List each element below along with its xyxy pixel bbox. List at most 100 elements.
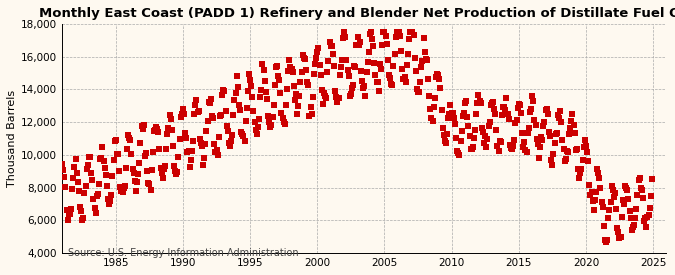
Point <box>558 147 569 152</box>
Point <box>298 56 309 60</box>
Point <box>325 44 336 48</box>
Point <box>155 165 166 170</box>
Point <box>111 151 122 156</box>
Point <box>279 122 290 126</box>
Point <box>221 124 232 128</box>
Point <box>210 150 221 154</box>
Point <box>254 95 265 99</box>
Point <box>192 110 203 114</box>
Point <box>238 133 249 138</box>
Point <box>252 124 263 129</box>
Point <box>634 176 645 180</box>
Point <box>130 189 141 194</box>
Point <box>72 180 83 185</box>
Point <box>425 107 436 111</box>
Point <box>315 73 326 77</box>
Point <box>570 148 581 152</box>
Point <box>303 83 314 87</box>
Point <box>522 130 533 135</box>
Point <box>157 170 167 175</box>
Point <box>615 235 626 239</box>
Point <box>68 176 79 180</box>
Point <box>494 139 505 143</box>
Y-axis label: Thousand Barrels: Thousand Barrels <box>7 90 17 187</box>
Point <box>362 60 373 65</box>
Point <box>268 103 279 108</box>
Point <box>87 178 98 182</box>
Point <box>407 30 418 34</box>
Point <box>277 116 288 121</box>
Point <box>416 65 427 69</box>
Point <box>605 200 616 205</box>
Point <box>387 83 398 87</box>
Point <box>360 93 371 98</box>
Point <box>118 186 129 191</box>
Point <box>613 230 624 234</box>
Point <box>543 111 554 116</box>
Point <box>364 32 375 36</box>
Point <box>568 122 579 127</box>
Point <box>67 186 78 191</box>
Point <box>423 76 433 81</box>
Point <box>186 148 197 153</box>
Point <box>521 150 532 154</box>
Point <box>557 138 568 142</box>
Point <box>163 126 174 130</box>
Point <box>437 126 448 130</box>
Point <box>379 30 390 34</box>
Point <box>247 95 258 100</box>
Point <box>606 184 617 189</box>
Point <box>261 90 271 94</box>
Point <box>164 113 175 117</box>
Point <box>482 137 493 141</box>
Point <box>354 39 365 44</box>
Point <box>370 72 381 77</box>
Point <box>495 139 506 144</box>
Point <box>314 63 325 68</box>
Point <box>424 94 435 98</box>
Point <box>497 113 508 117</box>
Point <box>421 57 431 61</box>
Point <box>117 190 128 194</box>
Point <box>554 116 564 120</box>
Point <box>383 73 394 77</box>
Point <box>553 113 564 117</box>
Point <box>119 183 130 188</box>
Point <box>258 68 269 72</box>
Point <box>480 134 491 138</box>
Point <box>562 150 573 155</box>
Point <box>153 130 164 134</box>
Point <box>189 112 200 117</box>
Point <box>330 89 341 93</box>
Point <box>184 165 195 169</box>
Point <box>412 87 423 91</box>
Point <box>271 64 282 68</box>
Point <box>103 197 113 202</box>
Point <box>324 40 335 44</box>
Point <box>134 161 144 166</box>
Point <box>63 212 74 217</box>
Point <box>647 177 657 181</box>
Point <box>205 101 215 105</box>
Point <box>402 51 413 56</box>
Point <box>484 120 495 124</box>
Point <box>414 90 425 94</box>
Point <box>429 105 439 109</box>
Point <box>426 116 437 120</box>
Point <box>246 84 256 89</box>
Point <box>173 155 184 160</box>
Point <box>199 156 210 161</box>
Point <box>92 192 103 196</box>
Point <box>463 124 474 128</box>
Point <box>307 95 318 99</box>
Point <box>356 78 367 83</box>
Point <box>389 52 400 57</box>
Point <box>601 240 612 244</box>
Point <box>373 79 383 84</box>
Point <box>349 64 360 68</box>
Point <box>111 138 122 142</box>
Point <box>396 49 406 53</box>
Point <box>191 98 202 103</box>
Point <box>500 108 511 112</box>
Point <box>196 144 207 148</box>
